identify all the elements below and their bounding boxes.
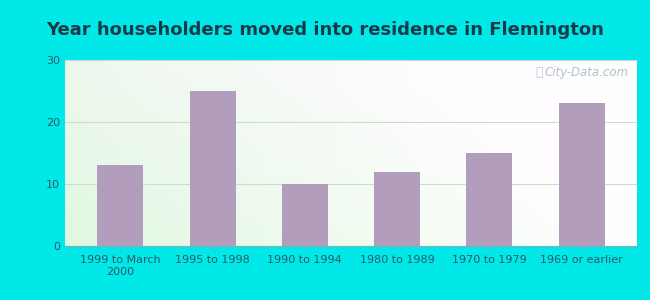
Text: Year householders moved into residence in Flemington: Year householders moved into residence i… [46,21,604,39]
Bar [98,165,144,246]
Bar [190,91,236,246]
Text: ⓘ: ⓘ [535,66,543,79]
Bar [374,172,420,246]
Bar [282,184,328,246]
Bar [466,153,512,246]
Text: City-Data.com: City-Data.com [544,66,629,79]
Bar [558,103,605,246]
